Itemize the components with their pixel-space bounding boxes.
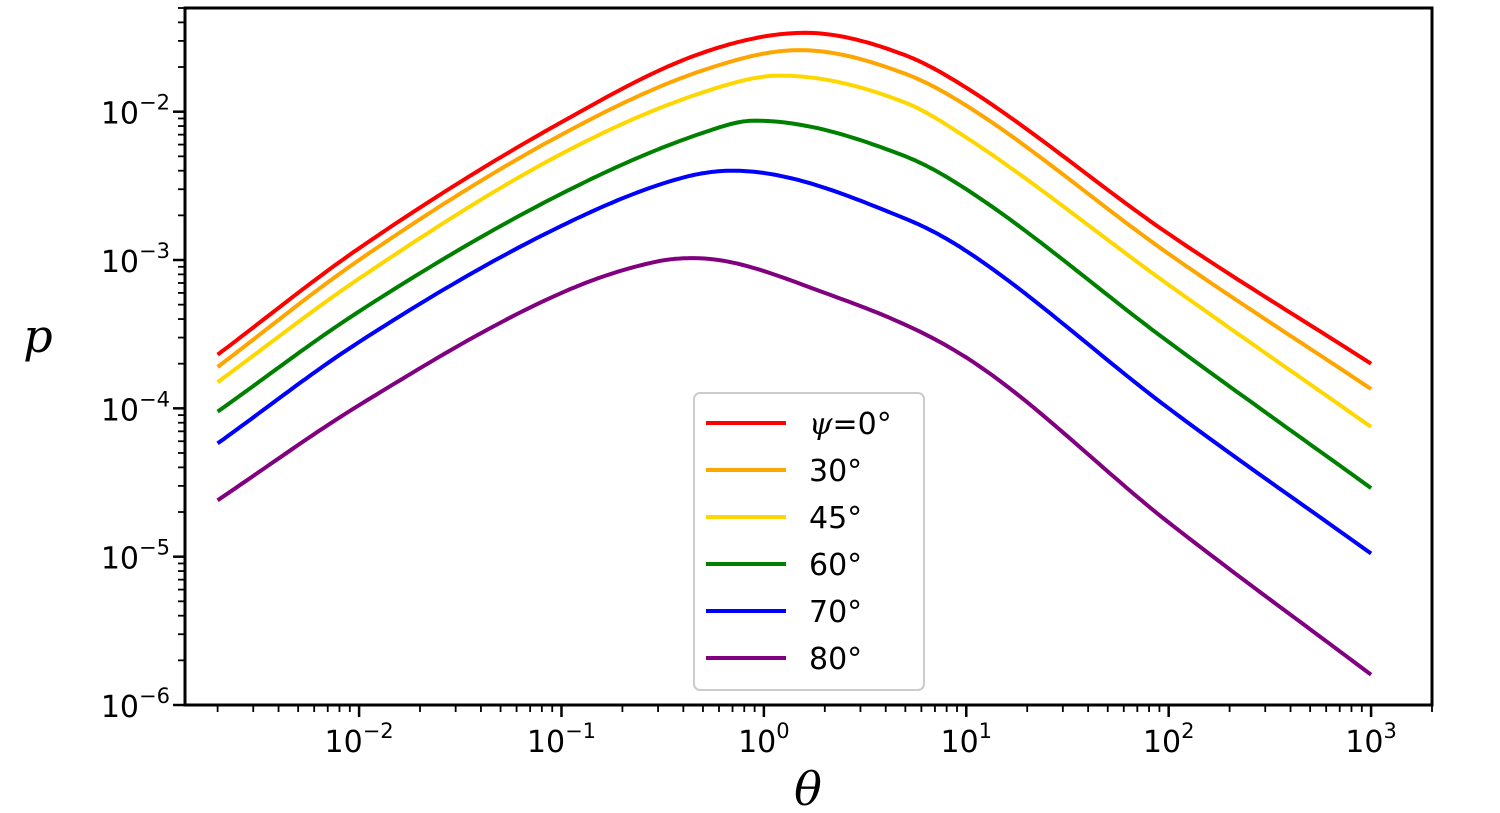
series-line-0 [216,30,1373,366]
legend-label-0: ψ=0° [809,407,892,442]
y-tick-label-0: 10−6 [101,684,170,725]
legend-label-1: 30° [809,454,862,489]
y-axis-label: p [23,309,52,363]
x-tick-label-3: 101 [940,719,992,760]
x-tick-label-1: 10−1 [527,719,596,760]
y-tick-label-4: 10−2 [101,91,170,132]
legend-label-5: 80° [809,642,862,677]
plot-frame [183,6,1434,707]
legend-label-2: 45° [809,501,862,536]
y-tick-label-3: 10−3 [101,239,170,280]
y-tick-label-1: 10−5 [101,536,170,577]
series-layer [216,30,1373,677]
series-line-1 [216,48,1373,391]
ticks-layer [173,7,1433,717]
x-tick-label-2: 100 [738,719,790,760]
series-line-3 [216,118,1373,490]
series-line-2 [216,73,1373,429]
series-line-4 [216,168,1373,556]
x-tick-label-5: 103 [1345,719,1397,760]
legend-label-3: 60° [809,548,862,583]
legend-box [693,392,925,691]
x-axis-label: θ [794,762,822,813]
legend: ψ=0° 30° 45° 60° 70° 80° [693,392,925,691]
y-tick-label-2: 10−4 [101,387,170,428]
x-tick-label-0: 10−2 [325,719,394,760]
series-line-5 [216,256,1373,677]
labels-layer: 10−2 10−1 100 101 102 103 10−6 10−5 10−4 10−3 10−2 [101,91,1397,760]
legend-label-4: 70° [809,595,862,630]
x-tick-label-4: 102 [1143,719,1195,760]
